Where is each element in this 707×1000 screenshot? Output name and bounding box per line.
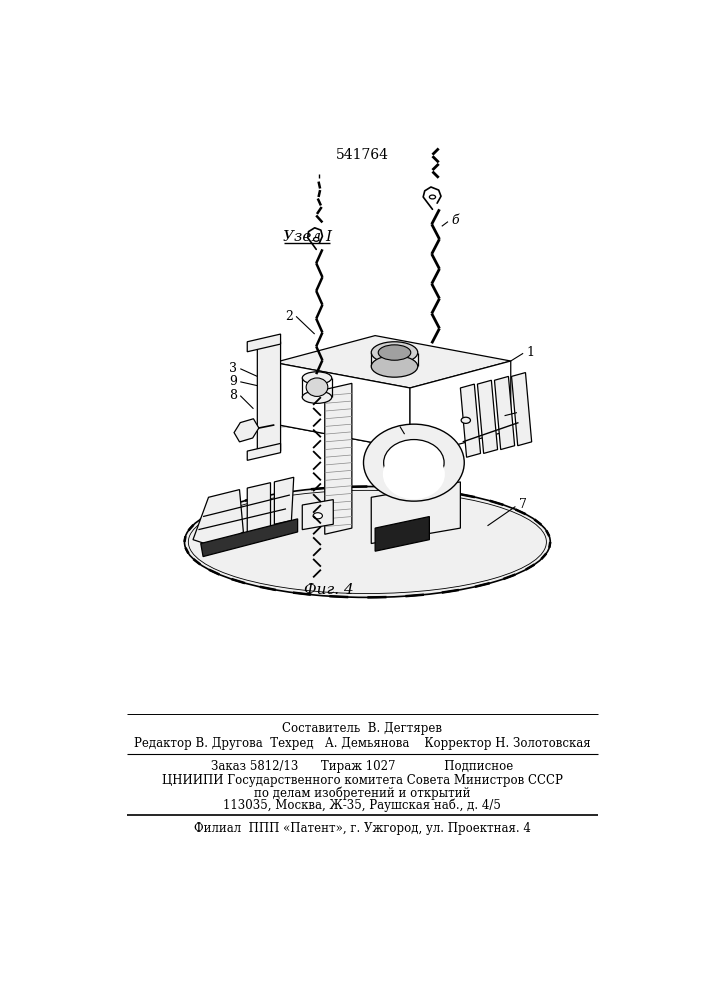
Text: 9: 9 — [229, 375, 237, 388]
Text: 4: 4 — [520, 405, 528, 418]
Ellipse shape — [313, 237, 319, 241]
Ellipse shape — [461, 417, 470, 423]
Polygon shape — [274, 477, 293, 524]
Ellipse shape — [378, 345, 411, 360]
Polygon shape — [371, 482, 460, 544]
Text: Заказ 5812/13      Тираж 1027             Подписное: Заказ 5812/13 Тираж 1027 Подписное — [211, 760, 513, 773]
Ellipse shape — [383, 449, 445, 499]
Ellipse shape — [303, 372, 332, 384]
Ellipse shape — [363, 424, 464, 501]
Ellipse shape — [185, 487, 550, 597]
Polygon shape — [201, 519, 298, 557]
Polygon shape — [193, 490, 243, 547]
Text: б: б — [451, 214, 459, 227]
Text: 1: 1 — [526, 346, 534, 359]
Polygon shape — [375, 517, 429, 551]
Text: 541764: 541764 — [335, 148, 388, 162]
Polygon shape — [512, 373, 532, 446]
Polygon shape — [460, 384, 481, 457]
Text: по делам изобретений и открытий: по делам изобретений и открытий — [254, 786, 470, 800]
Polygon shape — [247, 483, 271, 536]
Ellipse shape — [371, 356, 418, 377]
Text: Филиал  ППП «Патент», г. Ужгород, ул. Проектная. 4: Филиал ППП «Патент», г. Ужгород, ул. Про… — [194, 822, 530, 835]
Ellipse shape — [384, 440, 444, 486]
Text: Составитель  В. Дегтярев: Составитель В. Дегтярев — [282, 722, 442, 735]
Text: 113035, Москва, Ж-35, Раушская наб., д. 4/5: 113035, Москва, Ж-35, Раушская наб., д. … — [223, 799, 501, 812]
Polygon shape — [247, 443, 281, 460]
Polygon shape — [494, 376, 515, 450]
Ellipse shape — [371, 342, 418, 363]
Text: 2: 2 — [285, 310, 293, 323]
Polygon shape — [303, 500, 333, 530]
Polygon shape — [234, 419, 259, 442]
Ellipse shape — [306, 378, 328, 396]
Polygon shape — [410, 361, 510, 457]
Polygon shape — [274, 363, 410, 450]
Ellipse shape — [313, 513, 322, 519]
Polygon shape — [247, 334, 281, 352]
Text: ЦНИИПИ Государственного комитета Совета Министров СССР: ЦНИИПИ Государственного комитета Совета … — [161, 774, 562, 787]
Text: 8: 8 — [229, 389, 237, 402]
Text: 3: 3 — [229, 362, 237, 375]
Ellipse shape — [429, 195, 436, 199]
Text: Фиг. 4: Фиг. 4 — [304, 583, 354, 597]
Text: Редактор В. Другова  Техред   А. Демьянова    Корректор Н. Золотовская: Редактор В. Другова Техред А. Демьянова … — [134, 737, 590, 750]
Ellipse shape — [303, 391, 332, 403]
Text: 7: 7 — [518, 498, 527, 512]
Text: 5: 5 — [398, 418, 407, 431]
Polygon shape — [325, 383, 352, 534]
Polygon shape — [274, 336, 510, 388]
Text: Узел I: Узел I — [284, 230, 332, 244]
Polygon shape — [477, 380, 498, 453]
Polygon shape — [257, 342, 281, 456]
